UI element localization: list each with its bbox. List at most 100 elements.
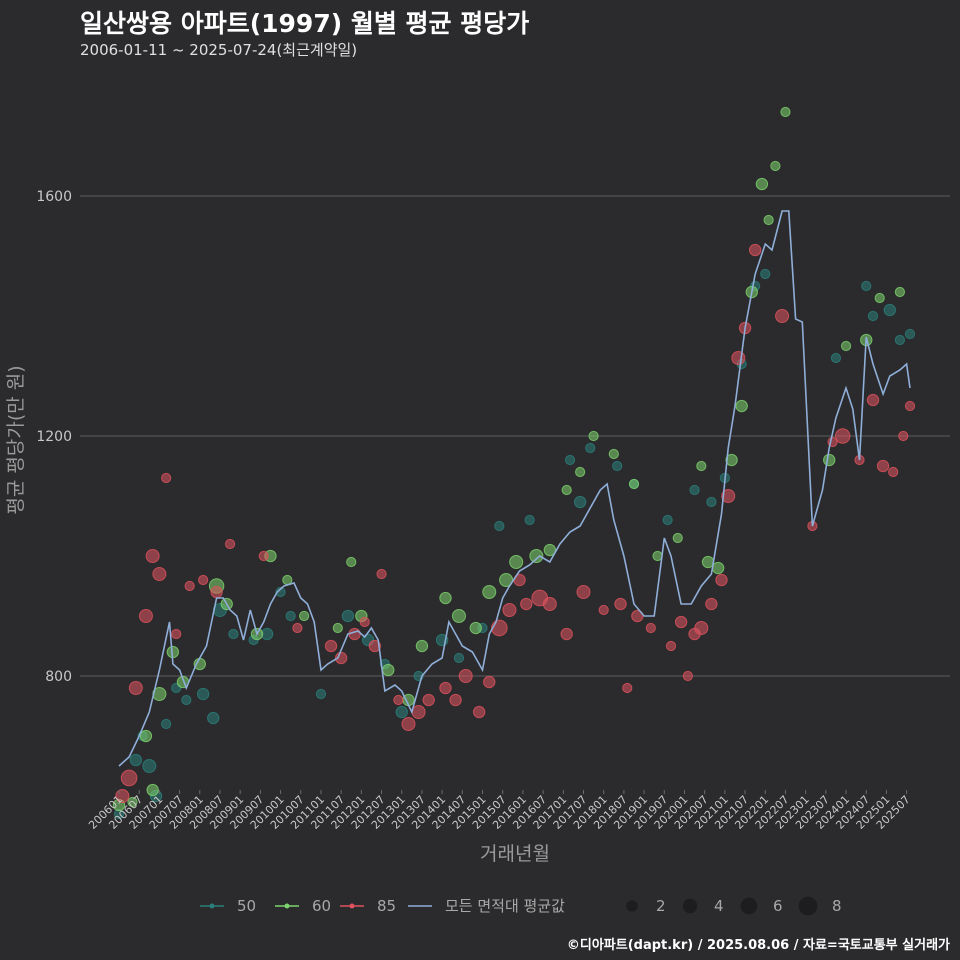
point-85 bbox=[888, 466, 899, 478]
point-85 bbox=[198, 574, 209, 586]
point-60 bbox=[346, 556, 357, 568]
point-60 bbox=[840, 340, 852, 352]
point-60 bbox=[509, 554, 524, 570]
point-60 bbox=[823, 453, 836, 467]
point-85 bbox=[472, 705, 486, 719]
legend-label: 50 bbox=[237, 897, 256, 915]
point-60 bbox=[628, 478, 640, 490]
point-50 bbox=[585, 442, 596, 454]
point-85 bbox=[542, 596, 557, 612]
legend-size-label: 2 bbox=[656, 897, 666, 915]
y-axis-title: 평균 평당가(만 원) bbox=[5, 365, 27, 514]
point-50 bbox=[662, 514, 673, 526]
point-85 bbox=[376, 568, 387, 580]
point-60 bbox=[696, 460, 707, 472]
point-85 bbox=[598, 604, 609, 616]
point-85 bbox=[631, 609, 644, 623]
legend-size-6: 6 bbox=[740, 897, 783, 915]
y-axis-ticks: 800 1200 1600 bbox=[36, 189, 72, 685]
point-50 bbox=[573, 495, 587, 509]
point-85 bbox=[483, 675, 496, 689]
point-50 bbox=[612, 460, 623, 472]
point-50 bbox=[129, 753, 143, 767]
point-50 bbox=[861, 280, 872, 292]
point-50 bbox=[161, 718, 172, 730]
y-tick-label-1200: 1200 bbox=[36, 429, 72, 445]
point-50 bbox=[285, 610, 296, 622]
point-85 bbox=[560, 627, 573, 641]
point-85 bbox=[171, 628, 182, 640]
point-85 bbox=[401, 716, 416, 732]
legend-item-85: 85 bbox=[340, 897, 396, 915]
point-85 bbox=[359, 616, 370, 628]
point-50 bbox=[564, 454, 576, 466]
point-85 bbox=[439, 681, 452, 695]
point-60 bbox=[299, 610, 310, 622]
legend-swatch-point bbox=[284, 903, 290, 909]
point-50 bbox=[453, 652, 465, 664]
point-85 bbox=[645, 622, 656, 634]
point-85 bbox=[665, 640, 677, 652]
point-60 bbox=[146, 783, 159, 797]
point-60 bbox=[139, 729, 153, 743]
page-title: 일산쌍용 아파트(1997) 월별 평균 평당가 bbox=[80, 9, 530, 38]
point-85 bbox=[898, 430, 909, 442]
point-60 bbox=[451, 608, 466, 624]
point-85 bbox=[128, 680, 143, 696]
point-85 bbox=[184, 580, 195, 592]
legend-size-circle bbox=[682, 898, 698, 914]
point-85 bbox=[145, 548, 160, 564]
point-85 bbox=[694, 620, 709, 636]
legend: 50 60 85 모든 면적대 평균값 2 4 6 8 bbox=[200, 896, 842, 916]
point-50 bbox=[494, 520, 505, 532]
point-50 bbox=[689, 484, 700, 496]
legend-label: 모든 면적대 평균값 bbox=[445, 897, 565, 915]
point-60 bbox=[780, 106, 791, 118]
legend-item-50: 50 bbox=[200, 897, 256, 915]
point-50 bbox=[830, 352, 842, 364]
point-85 bbox=[721, 488, 736, 504]
point-50 bbox=[275, 586, 286, 598]
legend-label: 60 bbox=[312, 897, 331, 915]
x-axis-ticks: 2006012006072007012007072008012008072009… bbox=[86, 790, 913, 832]
point-85 bbox=[422, 693, 435, 707]
legend-label: 85 bbox=[377, 897, 396, 915]
point-85 bbox=[393, 694, 404, 706]
point-50 bbox=[315, 688, 327, 700]
point-85 bbox=[324, 639, 338, 653]
point-50 bbox=[181, 694, 192, 706]
point-85 bbox=[866, 393, 880, 407]
point-50 bbox=[341, 609, 355, 623]
point-85 bbox=[682, 670, 693, 682]
point-85 bbox=[876, 459, 890, 473]
point-60 bbox=[735, 399, 748, 413]
point-85 bbox=[715, 573, 728, 587]
point-60 bbox=[529, 548, 544, 564]
point-60 bbox=[894, 286, 906, 298]
point-85 bbox=[458, 668, 473, 684]
point-85 bbox=[520, 597, 533, 611]
point-85 bbox=[748, 243, 762, 257]
point-50 bbox=[196, 687, 210, 701]
legend-size-circle bbox=[740, 897, 758, 915]
legend-size-label: 4 bbox=[714, 897, 724, 915]
point-85 bbox=[411, 704, 426, 720]
point-60 bbox=[711, 561, 725, 575]
point-60 bbox=[770, 160, 781, 172]
point-85 bbox=[731, 350, 746, 366]
legend-size-circle bbox=[798, 896, 818, 916]
point-85 bbox=[491, 619, 508, 637]
point-85 bbox=[674, 615, 688, 629]
point-85 bbox=[576, 584, 591, 600]
point-60 bbox=[482, 584, 497, 600]
point-85 bbox=[705, 597, 718, 611]
point-60 bbox=[725, 453, 738, 467]
point-60 bbox=[543, 543, 557, 557]
point-85 bbox=[138, 608, 153, 624]
point-60 bbox=[332, 622, 343, 634]
legend-size-4: 4 bbox=[682, 897, 724, 915]
point-50 bbox=[867, 310, 879, 322]
x-axis-title: 거래년월 bbox=[480, 843, 550, 865]
legend-size-circle bbox=[626, 900, 638, 912]
point-50 bbox=[706, 496, 717, 508]
